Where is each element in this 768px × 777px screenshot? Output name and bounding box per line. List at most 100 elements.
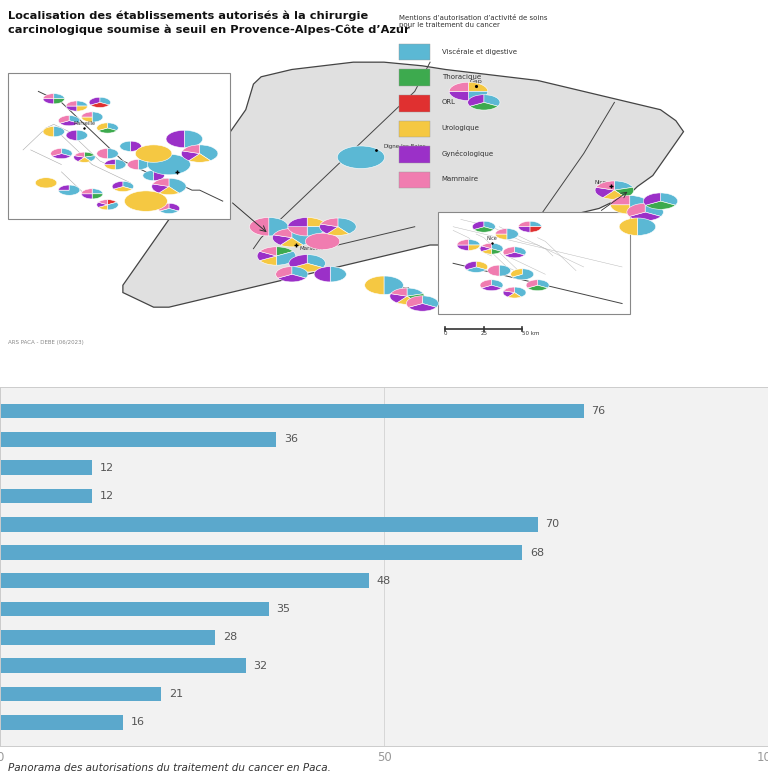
Text: Digne-les-Bains: Digne-les-Bains <box>384 144 427 148</box>
Wedge shape <box>338 218 356 234</box>
Wedge shape <box>292 267 308 278</box>
Text: Gap: Gap <box>470 79 482 84</box>
FancyBboxPatch shape <box>8 73 230 219</box>
Wedge shape <box>495 228 507 234</box>
Wedge shape <box>181 151 200 161</box>
Wedge shape <box>488 265 499 276</box>
Wedge shape <box>530 227 541 232</box>
Bar <box>0 432 276 447</box>
Bar <box>0 658 246 673</box>
Wedge shape <box>595 187 614 197</box>
Wedge shape <box>169 181 180 192</box>
Text: Nice: Nice <box>594 180 607 186</box>
Text: 12: 12 <box>100 462 114 472</box>
FancyBboxPatch shape <box>399 69 430 86</box>
Text: Mammaire: Mammaire <box>442 176 478 182</box>
Wedge shape <box>147 155 190 175</box>
Wedge shape <box>84 155 95 162</box>
Wedge shape <box>108 202 118 210</box>
Wedge shape <box>131 141 141 152</box>
Wedge shape <box>51 148 61 156</box>
Text: Gynécologique: Gynécologique <box>442 150 494 157</box>
Wedge shape <box>97 202 108 207</box>
Wedge shape <box>646 201 675 209</box>
Wedge shape <box>135 145 172 162</box>
Bar <box>0 630 215 645</box>
Wedge shape <box>465 262 476 270</box>
Text: Nice: Nice <box>486 236 497 242</box>
Wedge shape <box>409 304 436 312</box>
Wedge shape <box>468 92 488 101</box>
Wedge shape <box>52 154 71 159</box>
Wedge shape <box>74 155 84 162</box>
Wedge shape <box>630 196 649 214</box>
Wedge shape <box>480 280 492 288</box>
Wedge shape <box>596 181 614 190</box>
Wedge shape <box>292 228 311 246</box>
Wedge shape <box>314 267 330 282</box>
Wedge shape <box>54 127 65 137</box>
Wedge shape <box>528 285 548 291</box>
Bar <box>0 715 123 730</box>
Wedge shape <box>627 204 645 217</box>
Wedge shape <box>468 245 480 250</box>
Wedge shape <box>92 112 103 122</box>
Bar <box>0 687 161 702</box>
Wedge shape <box>98 128 117 133</box>
Wedge shape <box>81 189 92 193</box>
FancyBboxPatch shape <box>399 146 430 162</box>
Wedge shape <box>603 190 626 200</box>
Bar <box>0 460 92 475</box>
Wedge shape <box>278 274 306 282</box>
Wedge shape <box>482 249 492 254</box>
Wedge shape <box>158 204 169 211</box>
Wedge shape <box>457 239 468 245</box>
Text: Localisation des établissements autorisés à la chirurgie
carcinologique soumise : Localisation des établissements autorisé… <box>8 11 409 36</box>
Wedge shape <box>77 101 88 106</box>
Wedge shape <box>484 221 495 229</box>
Wedge shape <box>269 218 288 236</box>
Wedge shape <box>306 233 339 249</box>
Text: Marseille: Marseille <box>74 121 95 126</box>
Wedge shape <box>112 181 123 189</box>
Wedge shape <box>276 267 292 278</box>
Wedge shape <box>108 123 118 131</box>
Wedge shape <box>495 234 507 239</box>
Wedge shape <box>43 99 54 104</box>
Text: Marseille: Marseille <box>300 246 324 251</box>
Wedge shape <box>512 269 534 280</box>
Wedge shape <box>288 227 307 236</box>
Wedge shape <box>319 224 338 234</box>
Wedge shape <box>77 106 88 111</box>
Wedge shape <box>159 186 179 195</box>
Wedge shape <box>526 280 538 288</box>
Wedge shape <box>92 189 103 193</box>
Text: 0: 0 <box>444 330 447 336</box>
Wedge shape <box>184 131 203 148</box>
Wedge shape <box>138 159 149 169</box>
Wedge shape <box>407 288 423 296</box>
Wedge shape <box>391 288 407 296</box>
Wedge shape <box>114 186 132 192</box>
Wedge shape <box>108 148 118 159</box>
Wedge shape <box>637 218 656 235</box>
Wedge shape <box>169 178 186 193</box>
Wedge shape <box>81 112 92 117</box>
Wedge shape <box>327 227 349 235</box>
Bar <box>0 517 538 531</box>
Wedge shape <box>58 116 69 124</box>
Text: 68: 68 <box>530 548 544 558</box>
Bar <box>0 573 369 588</box>
Text: Urologique: Urologique <box>442 125 479 131</box>
Wedge shape <box>91 103 109 107</box>
Wedge shape <box>120 141 131 152</box>
Text: 36: 36 <box>284 434 298 444</box>
Wedge shape <box>154 170 164 180</box>
Wedge shape <box>81 117 92 122</box>
Wedge shape <box>515 287 526 297</box>
Wedge shape <box>611 205 630 214</box>
Wedge shape <box>505 253 525 258</box>
Wedge shape <box>503 247 515 255</box>
Text: 25: 25 <box>480 330 488 336</box>
Wedge shape <box>289 255 307 267</box>
